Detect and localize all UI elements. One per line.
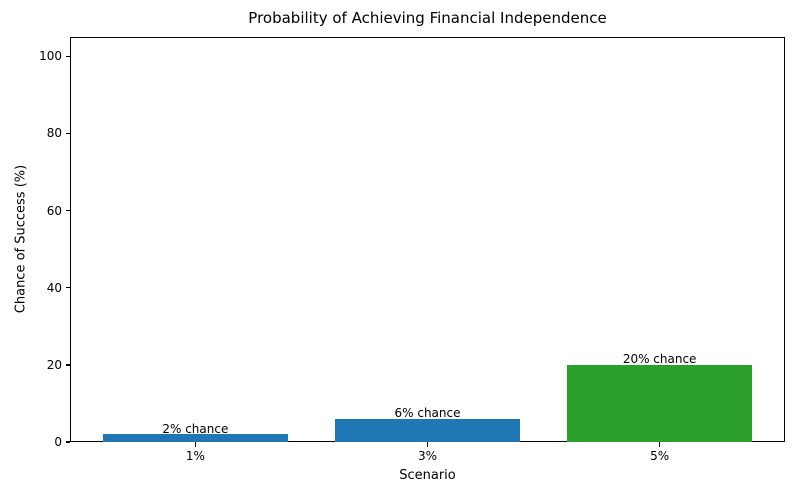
x-tick-mark xyxy=(426,442,429,447)
bar-value-label: 20% chance xyxy=(622,352,697,367)
bar-value-label: 2% chance xyxy=(162,421,229,436)
y-tick-label: 80 xyxy=(46,126,62,141)
y-tick-mark xyxy=(65,209,70,212)
y-tick-label: 100 xyxy=(39,49,62,64)
y-tick-label: 20 xyxy=(46,357,62,372)
chart-title: Probability of Achieving Financial Indep… xyxy=(248,9,607,27)
y-tick-label: 40 xyxy=(46,280,62,295)
bar-value-label: 6% chance xyxy=(394,406,461,421)
y-tick-label: 60 xyxy=(46,203,62,218)
bar-5% xyxy=(566,364,753,442)
x-tick-label: 1% xyxy=(185,449,205,463)
y-tick-mark xyxy=(65,441,70,443)
y-tick-mark xyxy=(65,286,70,289)
y-tick-mark xyxy=(65,364,70,366)
bar-1% xyxy=(102,434,289,442)
bar-3% xyxy=(334,418,521,442)
y-tick-mark xyxy=(65,55,70,58)
y-tick-label: 0 xyxy=(54,435,62,449)
x-axis-label: Scenario xyxy=(399,468,456,483)
x-tick-label: 5% xyxy=(650,449,670,463)
x-tick-mark xyxy=(194,442,197,447)
x-tick-label: 3% xyxy=(417,449,438,463)
y-tick-mark xyxy=(65,132,70,135)
x-tick-mark xyxy=(658,442,661,447)
